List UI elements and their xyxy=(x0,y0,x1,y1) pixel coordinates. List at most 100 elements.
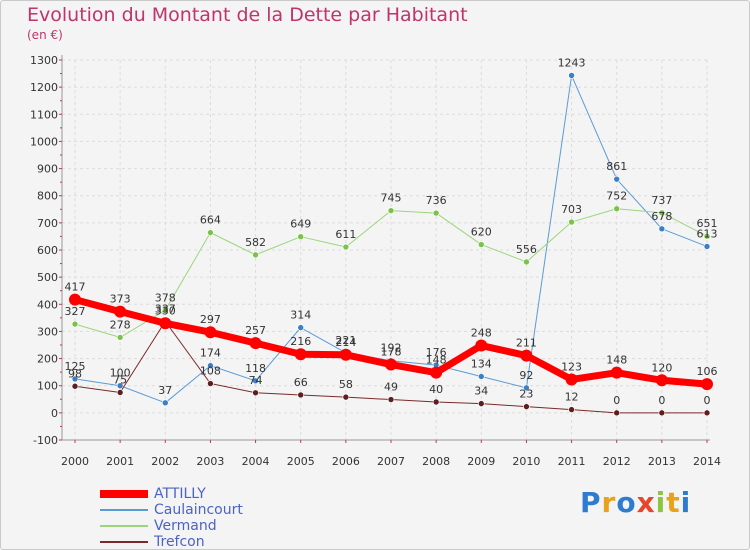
data-label-trefcon: 12 xyxy=(565,391,579,404)
y-tick-label: 100 xyxy=(37,380,58,393)
data-label-vermand: 278 xyxy=(110,318,131,331)
legend-swatch-attilly xyxy=(100,490,148,498)
data-point-vermand xyxy=(658,209,666,217)
data-point-vermand xyxy=(613,205,621,213)
x-tick-label: 2006 xyxy=(332,455,360,468)
data-point-caulaincourt xyxy=(658,225,666,233)
x-tick-label: 2001 xyxy=(106,455,134,468)
data-point-vermand xyxy=(568,218,575,226)
data-label-vermand: 752 xyxy=(606,190,627,203)
data-point-attilly xyxy=(701,378,713,391)
data-label-trefcon: 58 xyxy=(339,378,353,391)
data-label-vermand: 664 xyxy=(200,214,221,227)
data-label-trefcon: 40 xyxy=(429,383,443,396)
data-label-trefcon: 98 xyxy=(68,367,82,380)
data-label-caulaincourt: 1243 xyxy=(558,56,586,69)
data-label-caulaincourt: 613 xyxy=(697,227,718,240)
data-point-caulaincourt xyxy=(207,362,214,369)
data-point-trefcon xyxy=(387,396,395,403)
x-tick-label: 2002 xyxy=(151,455,179,468)
data-point-caulaincourt xyxy=(523,384,530,392)
data-point-trefcon xyxy=(116,389,124,396)
data-point-attilly xyxy=(159,317,172,330)
data-label-caulaincourt: 221 xyxy=(335,334,356,347)
y-tick-label: -100 xyxy=(33,434,58,447)
data-point-caulaincourt xyxy=(613,175,621,183)
y-tick-label: 0 xyxy=(51,407,58,420)
data-point-attilly xyxy=(520,349,533,362)
legend-label-vermand: Vermand xyxy=(154,518,217,534)
proxiti-logo: Proxiti xyxy=(580,486,691,519)
x-tick-label: 2005 xyxy=(287,455,315,468)
data-point-attilly xyxy=(69,293,81,306)
y-tick-label: 200 xyxy=(37,353,58,366)
data-label-caulaincourt: 314 xyxy=(290,309,311,322)
data-point-trefcon xyxy=(432,398,440,406)
y-tick-label: 900 xyxy=(37,163,58,176)
data-label-trefcon: 34 xyxy=(474,385,488,398)
data-label-vermand: 736 xyxy=(426,194,447,207)
data-label-attilly: 330 xyxy=(155,304,176,317)
data-point-trefcon xyxy=(252,389,259,397)
x-tick-label: 2013 xyxy=(648,455,676,468)
data-label-caulaincourt: 125 xyxy=(65,360,86,373)
data-point-trefcon xyxy=(71,382,79,390)
chart-title: Evolution du Montant de la Dette par Hab… xyxy=(27,4,468,26)
data-point-vermand xyxy=(523,258,530,266)
x-tick-label: 2003 xyxy=(196,455,224,468)
x-tick-label: 2004 xyxy=(242,455,270,468)
y-tick-label: 300 xyxy=(37,325,58,338)
data-label-vermand: 327 xyxy=(65,305,86,318)
data-point-vermand xyxy=(297,233,305,240)
data-label-vermand: 745 xyxy=(381,192,402,205)
legend-swatch-trefcon xyxy=(100,541,148,543)
data-point-trefcon xyxy=(297,391,305,399)
y-tick-label: 1000 xyxy=(30,135,58,148)
logo-letter: x xyxy=(636,486,656,519)
data-label-trefcon: 49 xyxy=(384,381,398,394)
data-point-caulaincourt xyxy=(568,72,575,79)
data-point-attilly xyxy=(430,366,443,379)
data-point-vermand xyxy=(703,232,711,240)
y-tick-label: 400 xyxy=(37,298,58,311)
data-label-caulaincourt: 100 xyxy=(110,367,131,380)
data-point-trefcon xyxy=(523,403,530,410)
data-label-trefcon: 0 xyxy=(613,394,620,407)
data-point-caulaincourt xyxy=(161,399,169,407)
data-label-caulaincourt: 174 xyxy=(200,347,221,360)
data-label-caulaincourt: 861 xyxy=(606,160,627,173)
data-label-attilly: 216 xyxy=(290,335,311,348)
logo-letter: o xyxy=(616,486,637,519)
legend-label-trefcon: Trefcon xyxy=(154,534,205,550)
y-tick-label: 1300 xyxy=(30,54,58,67)
data-point-attilly xyxy=(385,358,397,371)
data-label-caulaincourt: 92 xyxy=(519,369,533,382)
y-tick-label: 500 xyxy=(37,271,58,284)
data-label-trefcon: 74 xyxy=(249,374,263,387)
data-point-attilly xyxy=(294,348,307,361)
data-label-vermand: 649 xyxy=(290,218,311,231)
data-point-trefcon xyxy=(658,409,666,417)
data-label-caulaincourt: 37 xyxy=(158,384,172,397)
x-tick-label: 2009 xyxy=(467,455,495,468)
data-point-attilly xyxy=(565,373,578,386)
legend-swatch-caulaincourt xyxy=(100,509,148,511)
y-tick-label: 800 xyxy=(37,190,58,203)
data-point-trefcon xyxy=(207,380,214,387)
data-point-vermand xyxy=(116,334,124,341)
logo-letter: i xyxy=(680,486,692,519)
data-label-caulaincourt: 134 xyxy=(471,357,492,370)
data-point-attilly xyxy=(475,339,488,352)
legend-swatch-vermand xyxy=(100,525,148,527)
data-point-trefcon xyxy=(568,406,575,413)
data-label-attilly: 248 xyxy=(471,327,492,340)
data-label-vermand: 378 xyxy=(155,291,176,304)
data-point-vermand xyxy=(252,251,259,259)
y-tick-label: 1200 xyxy=(30,81,58,94)
data-point-trefcon xyxy=(613,409,621,417)
x-tick-label: 2008 xyxy=(422,455,450,468)
chart-subtitle: (en €) xyxy=(27,28,63,42)
data-label-vermand: 703 xyxy=(561,203,582,216)
data-point-vermand xyxy=(71,320,79,328)
data-label-attilly: 106 xyxy=(697,365,718,378)
